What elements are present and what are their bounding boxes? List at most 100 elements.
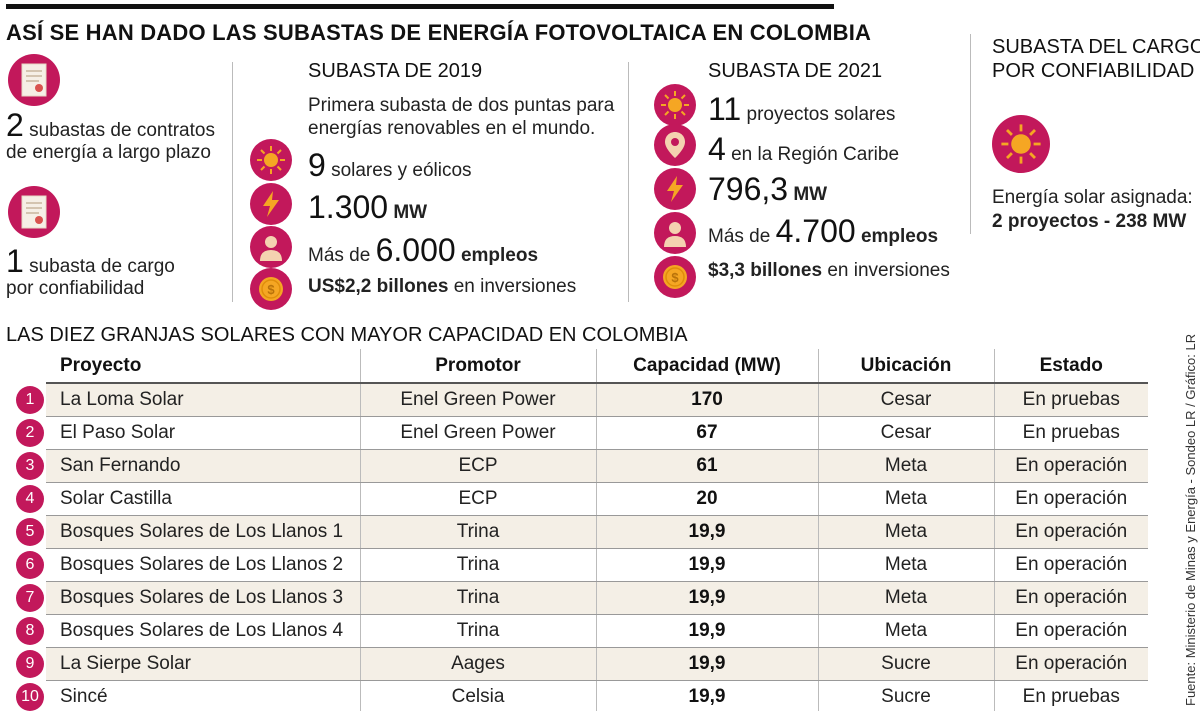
- table-row: Solar Castilla ECP 20 Meta En operación: [46, 482, 1148, 516]
- cell-estado: En pruebas: [993, 416, 1148, 450]
- cell-estado: En operación: [993, 515, 1148, 549]
- table-row: Bosques Solares de Los Llanos 1 Trina 19,9…: [46, 515, 1148, 549]
- svg-text:$: $: [671, 270, 679, 285]
- cell-proyecto: Solar Castilla: [46, 482, 360, 516]
- person-icon: [250, 226, 292, 268]
- rank-badge: 4: [16, 485, 44, 513]
- stat-contracts-number: 2: [6, 107, 24, 143]
- table-row: La Loma Solar Enel Green Power 170 Cesar En …: [46, 383, 1148, 417]
- col-estado: Estado: [993, 349, 1148, 384]
- cargo-text: Energía solar asignada:: [992, 187, 1193, 208]
- table-title: LAS DIEZ GRANJAS SOLARES CON MAYOR CAPAC…: [6, 324, 688, 346]
- subasta-2021-heading: SUBASTA DE 2021: [708, 60, 883, 82]
- stat-contracts-label: subastas de contratos: [29, 120, 215, 141]
- cell-ubicacion: Sucre: [817, 647, 994, 681]
- stat-cargo-number: 1: [6, 243, 24, 279]
- document-icon: [8, 186, 60, 238]
- cell-promotor: Trina: [359, 548, 596, 582]
- cell-capacidad: 19,9: [595, 581, 818, 615]
- cell-ubicacion: Cesar: [817, 383, 994, 417]
- subasta-2019-description: Primera subasta de dos puntas para energ…: [308, 95, 615, 139]
- cell-ubicacion: Cesar: [817, 416, 994, 450]
- cell-promotor: ECP: [359, 482, 596, 516]
- table-row: Sincé Celsia 19,9 Sucre En pruebas: [46, 680, 1148, 711]
- caribe-2021-stat: 4 en la Región Caribe: [708, 130, 899, 168]
- cell-proyecto: Bosques Solares de Los Llanos 4: [46, 614, 360, 648]
- divider: [232, 62, 233, 302]
- empleos-2019-number: 6.000: [375, 232, 456, 268]
- cell-capacidad: 19,9: [595, 647, 818, 681]
- cell-estado: En operación: [993, 647, 1148, 681]
- empleos-2021-pre: Más de: [708, 226, 771, 247]
- proyectos-2021-stat: 11 proyectos solares: [708, 90, 895, 128]
- source-note: Fuente: Ministerio de Minas y Energía - …: [1183, 333, 1198, 706]
- lightning-icon: [654, 168, 696, 210]
- table-row: La Sierpe Solar Aages 19,9 Sucre En operació…: [46, 647, 1148, 681]
- cell-proyecto: Sincé: [46, 680, 360, 711]
- inversion-2021-amount: $3,3 billones: [708, 260, 823, 281]
- solares-number: 9: [308, 147, 326, 183]
- cell-proyecto: Bosques Solares de Los Llanos 3: [46, 581, 360, 615]
- cell-ubicacion: Meta: [817, 449, 994, 483]
- empleos-2019-unit: empleos: [460, 245, 539, 266]
- mw-2019-unit: MW: [393, 202, 428, 223]
- rank-badge: 8: [16, 617, 44, 645]
- cell-promotor: ECP: [359, 449, 596, 483]
- coin-icon: $: [654, 256, 696, 298]
- proyectos-2021-number: 11: [708, 91, 742, 127]
- col-capacidad: Capacidad (MW): [595, 349, 818, 384]
- inversion-2019-amount: US$2,2 billones: [308, 276, 449, 297]
- empleos-2019-pre: Más de: [308, 245, 371, 266]
- table-row: El Paso Solar Enel Green Power 67 Cesar En p…: [46, 416, 1148, 450]
- caribe-2021-number: 4: [708, 131, 726, 167]
- rank-badge: 3: [16, 452, 44, 480]
- person-icon: [654, 212, 696, 254]
- table-row: Bosques Solares de Los Llanos 3 Trina 19,9…: [46, 581, 1148, 615]
- lightning-icon: [250, 183, 292, 225]
- sun-icon: [250, 139, 292, 181]
- cargo-bold: 2 proyectos - 238 MW: [992, 211, 1187, 232]
- mw-2021-stat: 796,3 MW: [708, 170, 827, 208]
- cell-estado: En pruebas: [993, 680, 1148, 711]
- cell-capacidad: 67: [595, 416, 818, 450]
- divider: [628, 62, 629, 302]
- sun-icon: [992, 115, 1050, 173]
- col-promotor: Promotor: [359, 349, 596, 384]
- cell-ubicacion: Meta: [817, 482, 994, 516]
- table-row: Bosques Solares de Los Llanos 2 Trina 19,9…: [46, 548, 1148, 582]
- inversion-2019-stat: US$2,2 billones en inversiones: [308, 276, 576, 299]
- cell-ubicacion: Meta: [817, 548, 994, 582]
- table-row: Bosques Solares de Los Llanos 4 Trina 19,9…: [46, 614, 1148, 648]
- document-icon: [8, 54, 60, 106]
- solares-label: solares y eólicos: [331, 160, 472, 181]
- cell-ubicacion: Meta: [817, 515, 994, 549]
- cell-promotor: Trina: [359, 581, 596, 615]
- cell-ubicacion: Meta: [817, 581, 994, 615]
- solar-farms-table: Proyecto Promotor Capacidad (MW) Ubicaci…: [46, 349, 1148, 711]
- inversion-2021-label: en inversiones: [827, 260, 950, 281]
- empleos-2021-stat: Más de 4.700 empleos: [708, 212, 938, 250]
- rank-badge: 6: [16, 551, 44, 579]
- main-title: ASÍ SE HAN DADO LAS SUBASTAS DE ENERGÍA …: [6, 20, 872, 45]
- empleos-2019-stat: Más de 6.000 empleos: [308, 231, 538, 269]
- proyectos-2021-label: proyectos solares: [746, 104, 896, 125]
- table-header-row: Proyecto Promotor Capacidad (MW) Ubicaci…: [46, 349, 1148, 384]
- subasta-2019-heading: SUBASTA DE 2019: [308, 60, 483, 82]
- rank-badge: 9: [16, 650, 44, 678]
- cell-proyecto: Bosques Solares de Los Llanos 1: [46, 515, 360, 549]
- mw-2019-number: 1.300: [308, 189, 389, 225]
- mw-2021-number: 796,3: [708, 171, 789, 207]
- cell-capacidad: 170: [595, 383, 818, 417]
- cell-promotor: Trina: [359, 515, 596, 549]
- col-proyecto: Proyecto: [46, 349, 360, 384]
- cell-capacidad: 19,9: [595, 680, 818, 711]
- cell-capacidad: 61: [595, 449, 818, 483]
- top-rule: [6, 4, 834, 9]
- cell-ubicacion: Meta: [817, 614, 994, 648]
- cell-proyecto: El Paso Solar: [46, 416, 360, 450]
- rank-badge: 7: [16, 584, 44, 612]
- cell-capacidad: 19,9: [595, 515, 818, 549]
- cargo-heading-1: SUBASTA DEL CARGO: [992, 36, 1200, 58]
- rank-badge: 1: [16, 386, 44, 414]
- caribe-2021-label: en la Región Caribe: [731, 144, 900, 165]
